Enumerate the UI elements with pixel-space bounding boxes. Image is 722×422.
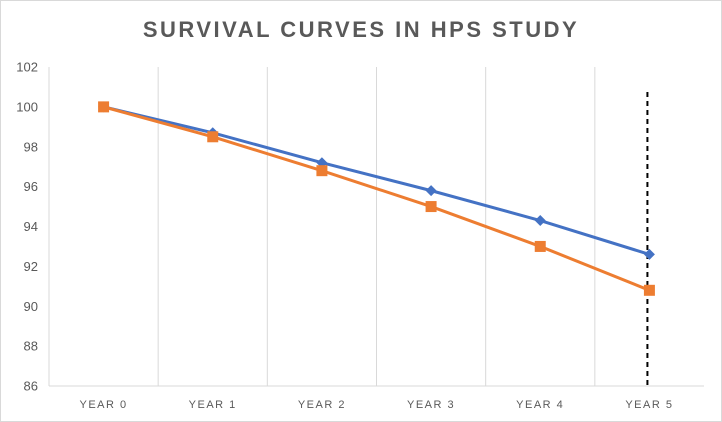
x-tick-label: YEAR 4 xyxy=(516,399,564,411)
data-point-square xyxy=(316,165,328,177)
y-tick-label: 92 xyxy=(24,259,38,274)
data-point-diamond xyxy=(643,248,655,260)
y-tick-label: 94 xyxy=(24,219,38,234)
data-point-diamond xyxy=(534,215,546,227)
data-point-diamond xyxy=(425,185,437,197)
data-point-square xyxy=(534,240,546,252)
y-tick-label: 90 xyxy=(24,299,38,314)
x-tick-label: YEAR 1 xyxy=(189,399,237,411)
data-point-square xyxy=(425,201,437,213)
chart-title: SURVIVAL CURVES IN HPS STUDY xyxy=(142,17,580,42)
series-line-1 xyxy=(102,105,651,292)
y-tick-label: 96 xyxy=(24,179,38,194)
x-tick-label: YEAR 5 xyxy=(625,399,673,411)
data-point-square xyxy=(643,284,655,296)
x-tick-label: YEAR 3 xyxy=(407,399,455,411)
data-point-square xyxy=(207,131,219,143)
series-line-0 xyxy=(102,105,651,256)
y-tick-label: 88 xyxy=(24,339,38,354)
data-point-square xyxy=(98,101,110,113)
x-tick-label: YEAR 0 xyxy=(80,399,128,411)
y-tick-label: 102 xyxy=(16,60,38,75)
y-tick-label: 100 xyxy=(16,99,38,114)
y-tick-label: 98 xyxy=(24,139,38,154)
y-tick-label: 86 xyxy=(24,379,38,394)
x-tick-label: YEAR 2 xyxy=(298,399,346,411)
